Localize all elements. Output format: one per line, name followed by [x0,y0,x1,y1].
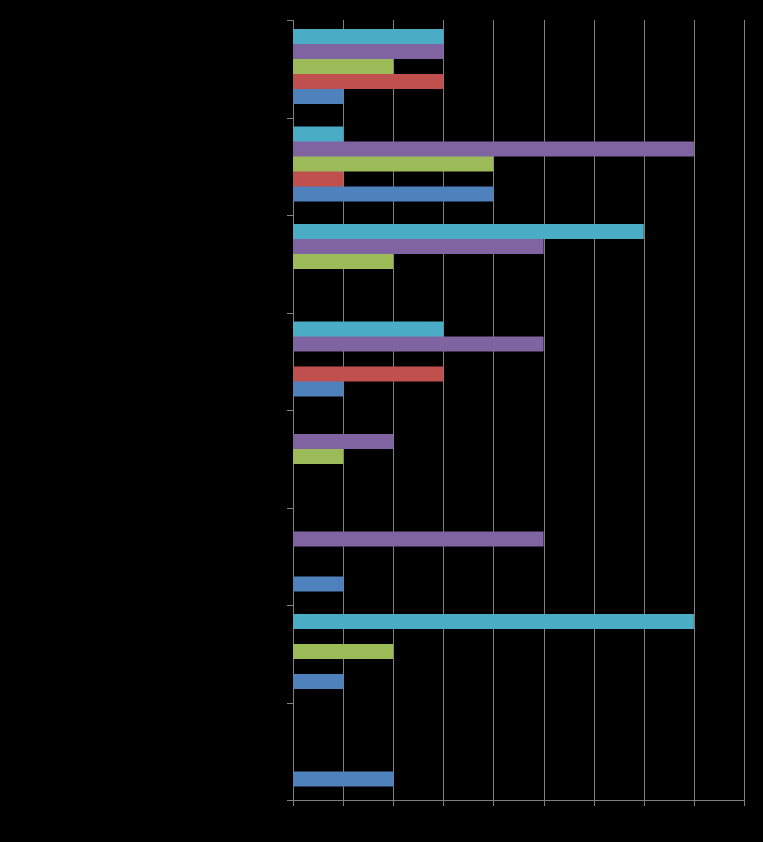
bar-cat1-series4 [293,44,444,59]
bar-cat8-series1 [293,771,394,787]
gridlines [343,20,745,800]
bar-cat2-series2 [293,171,344,187]
bar-cat2-series5 [293,126,344,142]
bar-cat6-series1 [293,576,344,592]
bar-cat3-series4 [293,239,544,254]
bar-cat1-series2 [293,74,444,89]
bar-cat2-series3 [293,156,494,172]
bar-cat3-series3 [293,254,394,269]
bar-cat2-series4 [293,141,694,157]
bar-cat4-series1 [293,381,344,397]
axes [287,20,745,806]
bar-cat5-series3 [293,449,344,464]
bar-cat7-series1 [293,674,344,689]
bar-cat6-series4 [293,531,544,547]
bar-cat1-series1 [293,89,344,104]
bar-cat4-series5 [293,321,444,337]
bar-cat7-series3 [293,644,394,659]
bar-cat1-series5 [293,29,444,44]
bar-cat7-series5 [293,614,694,629]
bar-cat4-series4 [293,336,544,352]
bar-cat2-series1 [293,186,494,202]
bar-cat1-series3 [293,59,394,74]
bar-cat5-series4 [293,434,394,449]
bars [293,29,694,787]
bar-cat3-series5 [293,224,644,239]
bar-cat4-series2 [293,366,444,382]
